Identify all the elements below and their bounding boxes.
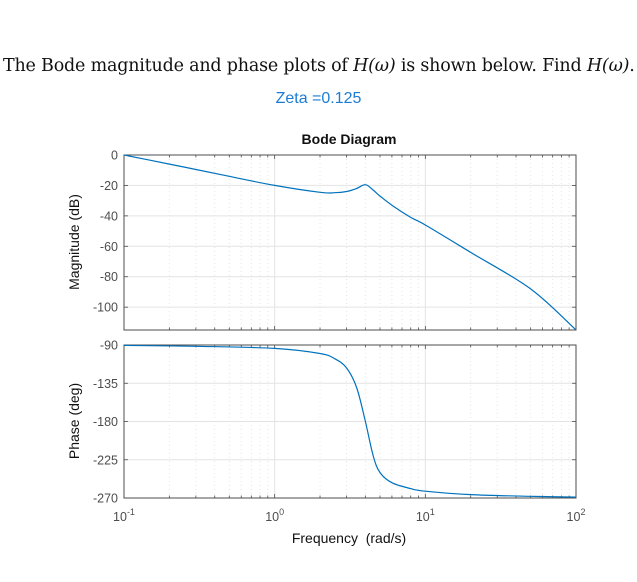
ytick-label: -135 xyxy=(93,377,118,391)
xtick-label: 100 xyxy=(265,507,284,524)
phase-grid xyxy=(124,345,576,498)
zeta-subtitle: Zeta =0.125 xyxy=(275,90,362,107)
ytick-label: -60 xyxy=(100,240,118,254)
question-middle: is shown below. Find xyxy=(395,56,587,76)
ytick-label: -90 xyxy=(100,339,118,353)
magnitude-curve xyxy=(123,154,577,331)
ytick-label: 0 xyxy=(111,149,118,163)
ytick-label: -80 xyxy=(100,270,118,284)
frequency-xticks: 10-1 100 101 102 xyxy=(113,507,585,524)
xtick-label: 102 xyxy=(567,507,586,524)
ytick-label: -180 xyxy=(93,415,118,429)
question-suffix: . xyxy=(629,56,635,76)
question-function: H(ω) xyxy=(353,56,396,76)
ytick-label: -20 xyxy=(100,179,118,193)
ytick-label: -225 xyxy=(93,453,118,467)
question-function-2: H(ω) xyxy=(586,56,630,76)
phase-curve xyxy=(123,344,577,498)
frequency-xlabel: Frequency (rad/s) xyxy=(292,530,406,546)
ytick-label: -40 xyxy=(100,209,118,223)
ytick-label: -100 xyxy=(93,301,118,315)
magnitude-ylabel: Magnitude (dB) xyxy=(66,194,82,290)
xtick-label: 10-1 xyxy=(113,507,135,524)
magnitude-grid xyxy=(124,155,576,330)
question-prefix: The Bode magnitude and phase plots of xyxy=(3,56,354,76)
magnitude-axes xyxy=(123,154,577,331)
xtick-label: 101 xyxy=(416,507,435,524)
phase-yticks: -90 -135 -180 -225 -270 xyxy=(93,339,576,506)
ytick-label: -270 xyxy=(93,492,118,506)
question-text: The Bode magnitude and phase plots of H(… xyxy=(3,56,635,76)
magnitude-yticks: 0 -20 -40 -60 -80 -100 xyxy=(93,149,576,330)
phase-ylabel: Phase (deg) xyxy=(66,383,82,459)
chart-title: Bode Diagram xyxy=(302,131,397,147)
